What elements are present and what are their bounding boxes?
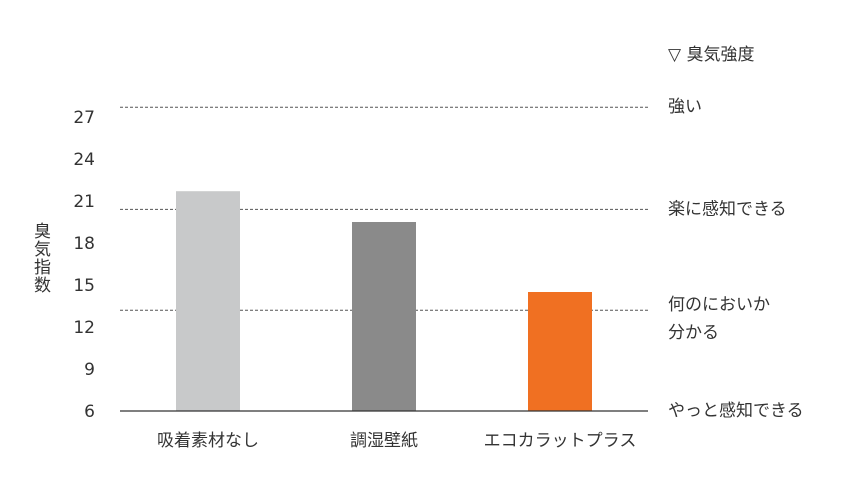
x-tick-label: 調湿壁紙 [350,431,418,451]
bar [352,222,416,411]
y-axis-label: 臭気指数 [30,222,51,294]
reference-label: 何のにおいか [668,295,770,315]
bar [176,191,240,411]
x-tick-label: エコカラットプラス [484,431,637,451]
y-tick-label: 18 [73,234,95,254]
y-tick-label: 12 [73,318,95,338]
reference-label: やっと感知できる [668,401,804,421]
right-axis-title: ▽ 臭気強度 [668,45,754,65]
y-tick-label: 6 [84,402,95,422]
y-tick-label: 15 [73,276,95,296]
reference-label: 楽に感知できる [668,199,787,219]
x-tick-label: 吸着素材なし [157,431,259,451]
reference-label: 分かる [668,323,719,343]
y-tick-label: 9 [84,360,95,380]
y-tick-label: 21 [73,192,95,212]
bar [528,292,592,411]
reference-label: 強い [668,97,702,117]
y-tick-label: 24 [73,150,95,170]
y-tick-label: 27 [73,108,95,128]
